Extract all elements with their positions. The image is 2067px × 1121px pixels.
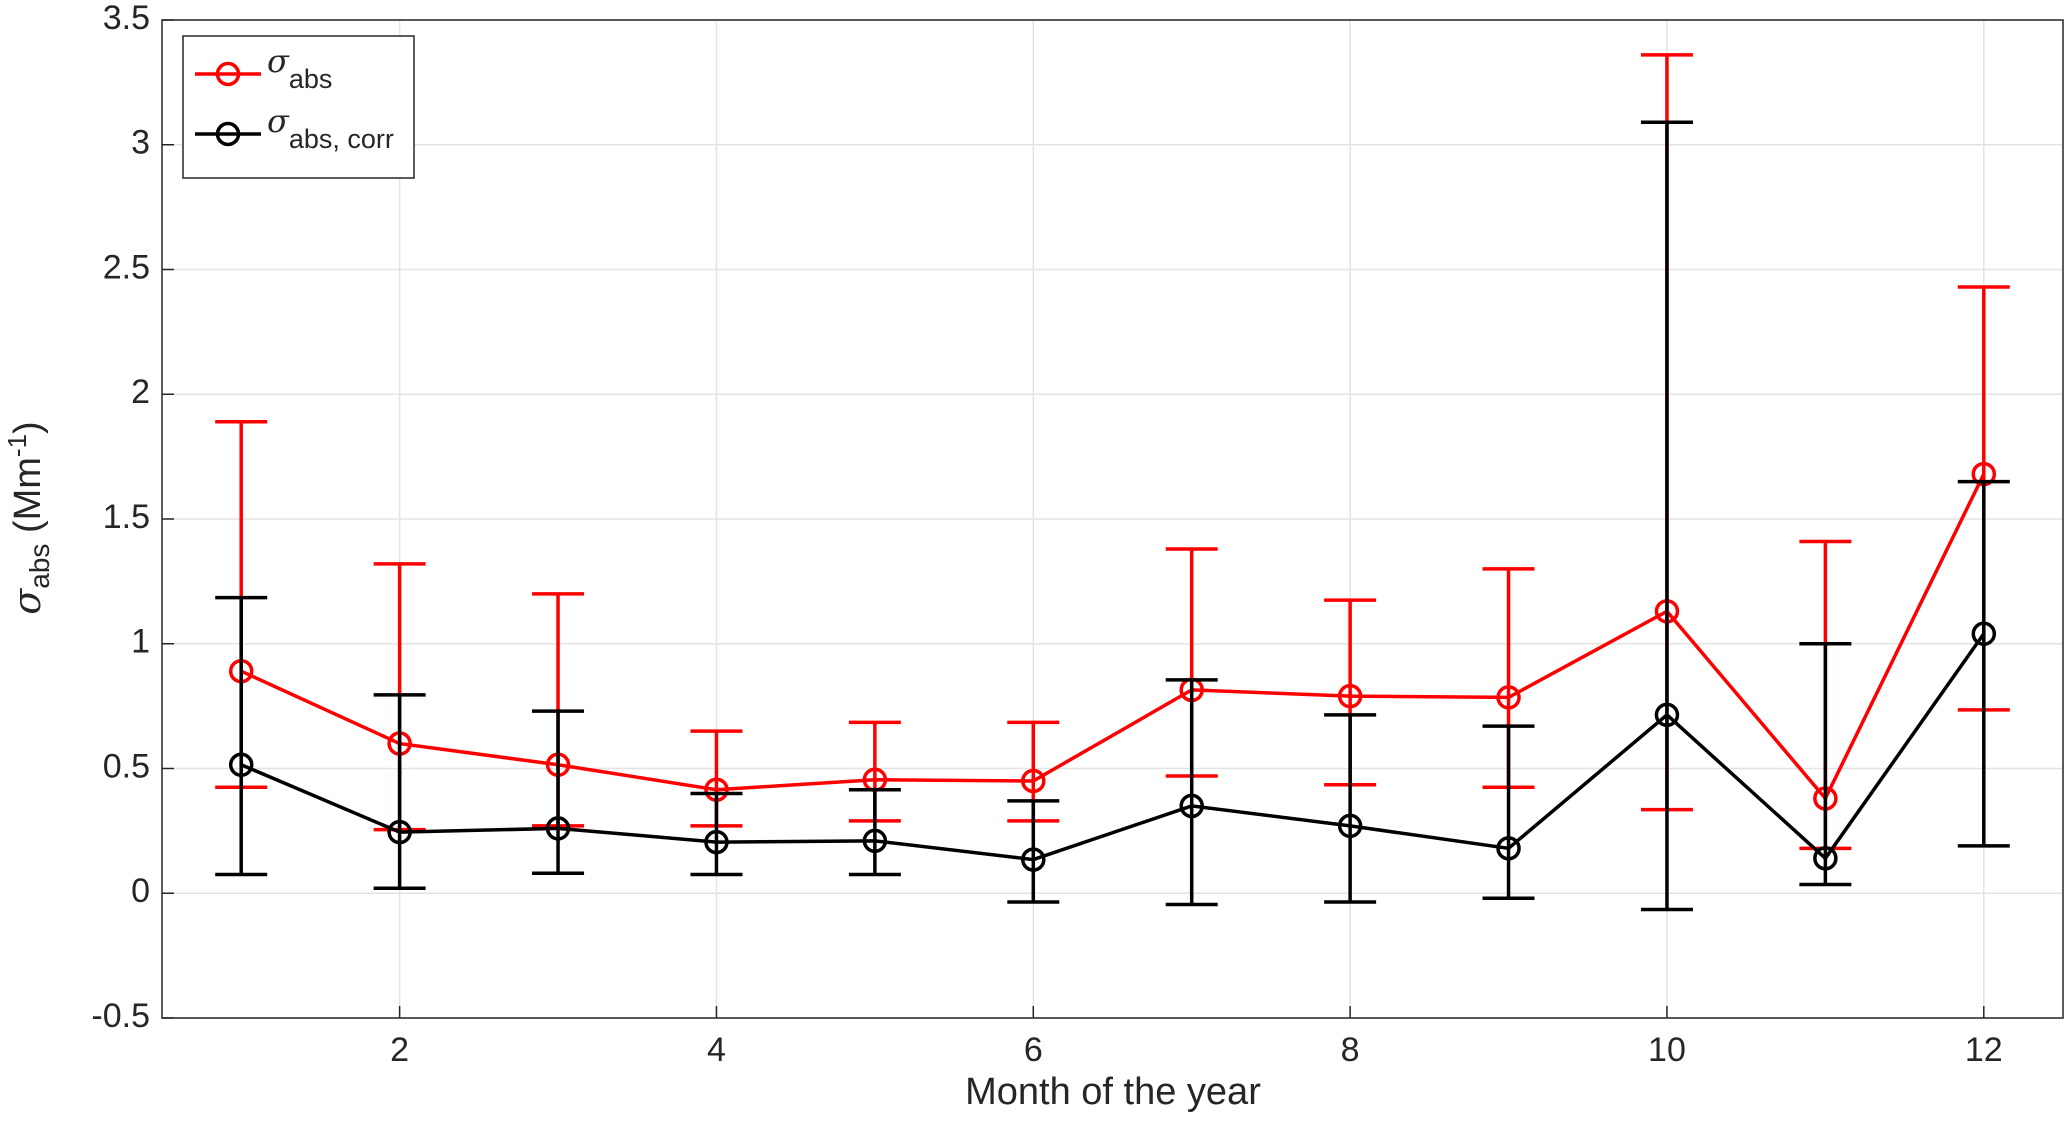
x-tick-label: 6 xyxy=(1024,1031,1043,1069)
y-tick-label: -0.5 xyxy=(91,997,150,1035)
legend-symbol: σ xyxy=(267,42,290,80)
x-tick-label: 2 xyxy=(390,1031,409,1069)
y-label-superscript: -1 xyxy=(2,434,32,457)
legend-subscript: abs xyxy=(289,64,333,94)
marker xyxy=(1337,813,1363,839)
y-axis-label: σabs (Mm-1) xyxy=(2,421,55,614)
y-tick-label: 3 xyxy=(131,124,150,162)
marker xyxy=(1021,847,1046,872)
y-tick-label: 1 xyxy=(131,623,150,661)
legend-label: σabs, corr xyxy=(267,102,394,154)
y-label-text: (Mm xyxy=(7,457,49,544)
x-axis-label: Month of the year xyxy=(965,1071,1261,1113)
plot-frame xyxy=(161,19,2064,1019)
y-tick-label: 2 xyxy=(131,373,150,411)
marker xyxy=(1496,836,1521,861)
legend-box xyxy=(182,35,415,179)
y-tick-label: 0.5 xyxy=(103,747,150,785)
x-tick-label: 4 xyxy=(707,1031,726,1069)
marker xyxy=(1179,793,1204,819)
x-tick-label: 12 xyxy=(1965,1031,2003,1069)
y-label-close: ) xyxy=(7,421,49,434)
x-tick-label: 10 xyxy=(1648,1031,1686,1069)
marker xyxy=(1021,768,1046,794)
x-tick-label: 8 xyxy=(1341,1031,1360,1069)
legend-label: σabs xyxy=(267,42,332,94)
legend-marker xyxy=(215,121,241,147)
marker xyxy=(1654,702,1680,728)
y-tick-label: 1.5 xyxy=(103,498,150,536)
legend-marker xyxy=(215,61,241,87)
marker xyxy=(1496,685,1521,710)
marker xyxy=(862,828,888,854)
y-tick-label: 3.5 xyxy=(103,0,150,37)
y-label-subscript: abs xyxy=(24,544,55,589)
series xyxy=(215,120,2010,912)
marker xyxy=(1971,621,1997,647)
marker xyxy=(387,819,412,845)
marker xyxy=(545,816,571,841)
series-line xyxy=(240,632,1986,862)
marker xyxy=(1813,846,1838,871)
marker xyxy=(1337,683,1363,709)
y-tick-label: 2.5 xyxy=(103,248,150,286)
legend-subscript: abs, corr xyxy=(289,124,394,154)
legend-symbol: σ xyxy=(267,102,290,140)
y-label-symbol: σ xyxy=(5,588,49,615)
marker xyxy=(704,829,729,855)
marker xyxy=(228,752,254,778)
series-line xyxy=(240,473,1986,802)
y-tick-label: 0 xyxy=(131,872,150,910)
